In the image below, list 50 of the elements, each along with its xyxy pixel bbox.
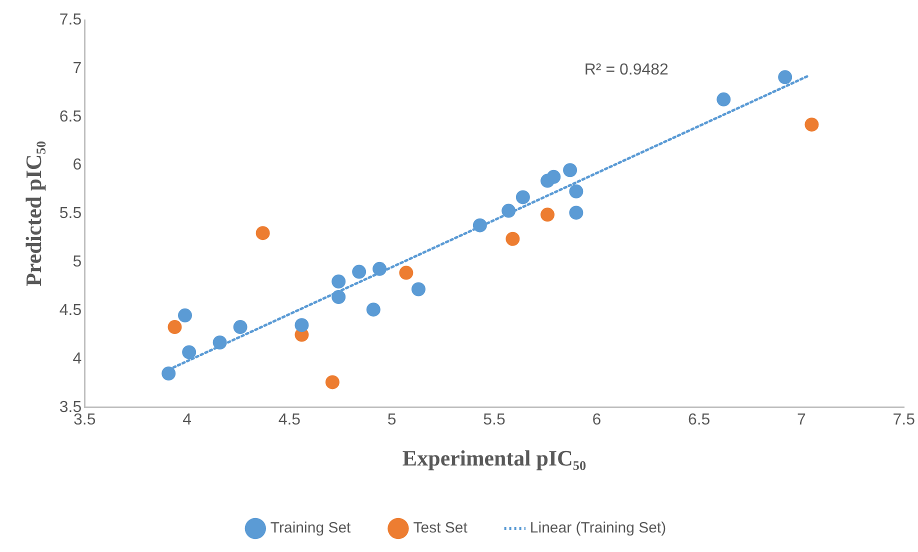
point <box>399 266 414 280</box>
point <box>540 208 555 222</box>
y-tick-label: 6 <box>72 156 82 174</box>
x-axis-title: Experimental pIC₅₀ <box>402 445 587 470</box>
y-tick-label: 5 <box>72 254 82 271</box>
point <box>563 163 578 178</box>
point <box>716 92 731 106</box>
legend-label: Test Set <box>413 520 468 537</box>
x-tick-label: 4.5 <box>278 411 301 428</box>
point <box>516 190 530 204</box>
point <box>168 320 182 334</box>
point <box>372 262 387 276</box>
point <box>472 218 487 232</box>
y-tick-label: 4 <box>72 350 82 368</box>
legend-label: Linear (Training Set) <box>530 520 666 537</box>
x-tick-label: 5 <box>387 411 396 428</box>
point <box>212 336 227 350</box>
x-tick-label: 5.5 <box>483 411 506 428</box>
point <box>182 345 196 360</box>
point <box>366 302 380 317</box>
point <box>325 375 340 390</box>
point <box>332 274 346 288</box>
y-tick-label: 7.5 <box>59 11 82 28</box>
point <box>506 232 520 246</box>
y-tick-label: 6.5 <box>59 108 82 126</box>
x-tick-label: 6 <box>592 411 602 428</box>
point <box>778 70 792 84</box>
point <box>256 226 270 240</box>
point <box>804 118 819 132</box>
annotation: R² = 0.9482 <box>584 61 669 78</box>
point <box>178 308 192 322</box>
legend-label: Training Set <box>270 520 352 537</box>
y-axis-title: Predicted pIC₅₀ <box>20 140 46 286</box>
y-tick-label: 7 <box>72 60 82 77</box>
point <box>502 204 516 218</box>
x-tick-label: 7.5 <box>892 411 916 428</box>
point <box>332 290 346 304</box>
x-tick-label: 4 <box>182 411 192 428</box>
point <box>411 282 426 296</box>
point <box>233 320 248 334</box>
y-tick-label: 5.5 <box>59 205 82 222</box>
x-tick-label: 7 <box>797 411 806 428</box>
y-tick-label: 4.5 <box>59 302 82 319</box>
point <box>162 366 176 381</box>
point <box>569 206 584 220</box>
point <box>294 318 309 332</box>
point <box>569 184 584 198</box>
x-tick-label: 6.5 <box>688 411 710 428</box>
point <box>546 170 561 184</box>
point <box>352 264 366 279</box>
